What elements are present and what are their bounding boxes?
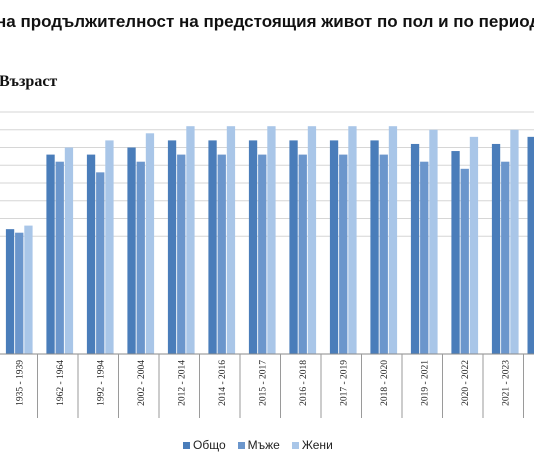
bar xyxy=(510,129,519,354)
bar xyxy=(127,147,136,354)
x-tick-label: 2015 - 2017 xyxy=(258,360,268,406)
legend: Общо Мъже Жени xyxy=(183,438,333,452)
bar xyxy=(388,126,398,354)
x-tick-label: 2017 - 2019 xyxy=(339,360,349,406)
x-tick-label: 2019 - 2021 xyxy=(420,360,430,406)
x-tick-label: 2021 - 2023 xyxy=(501,360,511,406)
bar xyxy=(24,225,33,354)
legend-swatch xyxy=(183,441,190,449)
bar xyxy=(136,161,145,354)
bar xyxy=(248,140,258,354)
bar xyxy=(208,140,217,354)
bar xyxy=(491,143,501,354)
bar xyxy=(289,140,298,354)
bar xyxy=(379,154,388,354)
bar xyxy=(370,140,379,354)
bar xyxy=(105,140,114,354)
x-tick-label: 1992 - 1994 xyxy=(96,360,106,406)
legend-label: Жени xyxy=(301,438,333,452)
legend-item: Мъже xyxy=(237,438,280,452)
legend-item: Общо xyxy=(183,438,226,452)
legend-label: Общо xyxy=(193,438,226,452)
bar xyxy=(469,136,479,354)
bar xyxy=(348,126,357,354)
bar xyxy=(410,143,420,354)
bar xyxy=(96,172,105,354)
chart-title: на продължителност на предстоящия живот … xyxy=(0,12,534,31)
x-axis xyxy=(0,353,534,418)
x-tick-label: 2020 - 2022 xyxy=(461,360,471,406)
x-tick-label: 1962 - 1964 xyxy=(56,360,66,406)
x-tick-labels: 1935 - 1939 1962 - 1964 1992 - 1994 2002 - … xyxy=(15,360,511,406)
x-tick-label: 2018 - 2020 xyxy=(380,360,390,406)
bars xyxy=(5,126,534,354)
bar xyxy=(217,154,226,354)
y-axis-label: Възраст xyxy=(0,73,58,90)
bar xyxy=(64,147,74,354)
bar xyxy=(86,154,96,354)
x-tick-label: 2016 - 2018 xyxy=(299,360,309,406)
x-tick-label: 2014 - 2016 xyxy=(218,360,228,406)
bar xyxy=(501,161,510,354)
legend-swatch xyxy=(291,441,299,449)
bar xyxy=(420,161,429,354)
bar xyxy=(267,126,276,354)
bar xyxy=(307,126,317,354)
bar xyxy=(167,140,177,354)
bar xyxy=(460,168,469,354)
x-tick-label: 2012 - 2014 xyxy=(177,360,187,406)
bar xyxy=(339,154,348,354)
bar xyxy=(329,140,339,354)
x-tick-label: 1935 - 1939 xyxy=(15,360,25,406)
bar xyxy=(145,133,155,354)
bar xyxy=(258,154,267,354)
bar xyxy=(226,126,236,354)
bar xyxy=(15,232,24,354)
bar xyxy=(186,126,195,354)
legend-item: Жени xyxy=(291,438,333,452)
bar xyxy=(46,154,55,354)
bar xyxy=(298,154,307,354)
legend-swatch xyxy=(237,441,245,449)
bar xyxy=(527,136,534,354)
bar xyxy=(451,151,460,354)
bar xyxy=(177,154,186,354)
legend-label: Мъже xyxy=(247,438,280,452)
x-tick-label: 2002 - 2004 xyxy=(137,360,147,406)
bar xyxy=(429,129,438,354)
bar xyxy=(5,229,15,354)
bar xyxy=(55,161,64,354)
